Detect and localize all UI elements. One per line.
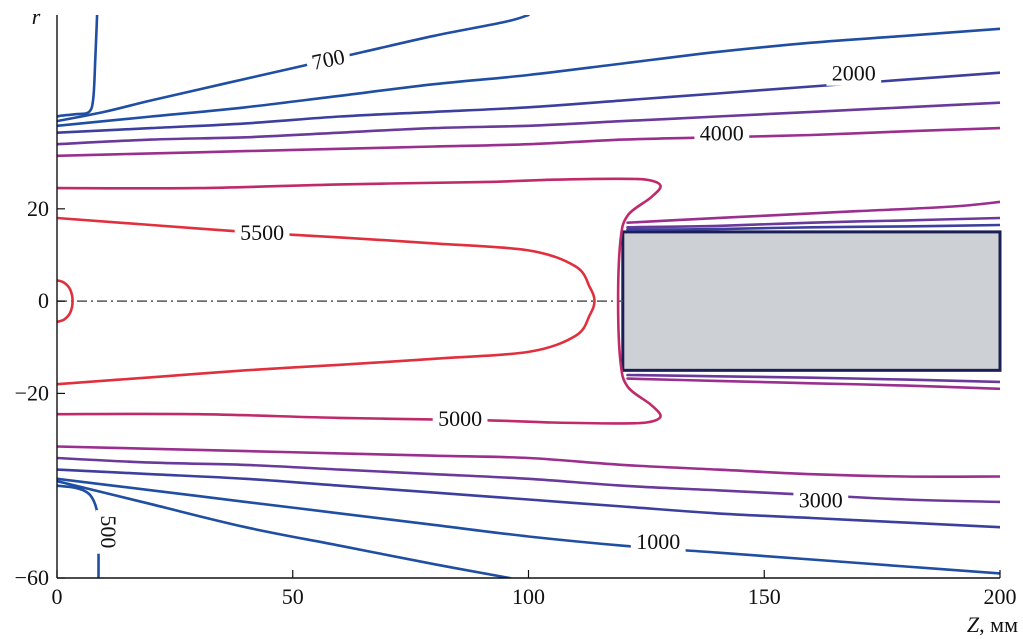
contour-label-text: 5000 [438,406,482,431]
contour-c5500 [57,216,596,386]
contour-label-text: 2000 [832,61,876,86]
obstacle-layer [621,230,1002,372]
contour-label-3000: 3000 [793,486,849,513]
contour-c4000-top [57,126,1000,158]
contour-label-bg [793,486,849,513]
contour-c500-bottom [57,484,100,578]
y-tick-label: −20 [15,380,49,405]
contour-label-4000: 4000 [694,119,750,146]
contour-c700-bottom [57,479,511,578]
contour-label-bg [694,119,750,146]
contour-label-700: 700 [304,41,353,77]
contour-c3000-step [626,223,1000,231]
contour-c500-top [57,15,99,118]
contour-label-5000: 5000 [432,404,488,431]
y-axis-label: r [32,4,41,29]
x-tick-label: 150 [748,584,781,609]
x-tick-label: 50 [282,584,304,609]
x-tick-label: 0 [52,584,63,609]
contour-label-2000: 2000 [826,59,882,86]
contour-label-text: 500 [96,515,121,548]
contour-label-text: 700 [309,44,346,75]
contour-c5500-axis [57,279,74,324]
y-tick-label: 20 [27,196,49,221]
contour-label-text: 4000 [700,121,744,146]
contour-c4000-step [626,216,1000,229]
contour-labels-layer: 700 2000 4000 5500 5000 3000 1000 500 [95,41,882,555]
x-axis-name: Z [967,612,980,637]
contour-label-text: 1000 [636,529,680,554]
x-axis-unit: , мм [979,612,1018,637]
contour-label-500: 500 [95,510,122,554]
contour-label-bg [234,218,290,245]
contour-label-bg [630,528,686,555]
x-axis-label: Z, мм [967,612,1018,637]
contour-c4000-bottom [57,445,1000,478]
contour-label-bg [95,510,122,554]
contour-c4500-bottom [626,377,1000,391]
y-tick-label: 0 [38,288,49,313]
y-tick-label: −60 [15,565,49,590]
contour-label-text: 3000 [799,488,843,513]
contour-c1000-bottom [57,477,1000,575]
contour-c3000-top [57,101,1000,146]
contour-c700-top [57,15,530,123]
contour-c4000-bstep [626,373,1000,384]
contour-label-text: 5500 [240,220,284,245]
contour-label-bg [432,404,488,431]
x-tick-label: 100 [512,584,545,609]
contour-c2000-bottom [57,468,1000,529]
contour-label-5500: 5500 [234,218,290,245]
contour-label-bg [826,59,882,86]
contour-label-1000: 1000 [630,528,686,555]
contour-c1000-top [57,27,1000,128]
contour-label-bg [304,41,353,77]
obstacle-rect [621,230,1002,372]
contour-c4500-top [626,200,1000,224]
x-tick-label: 200 [984,584,1017,609]
